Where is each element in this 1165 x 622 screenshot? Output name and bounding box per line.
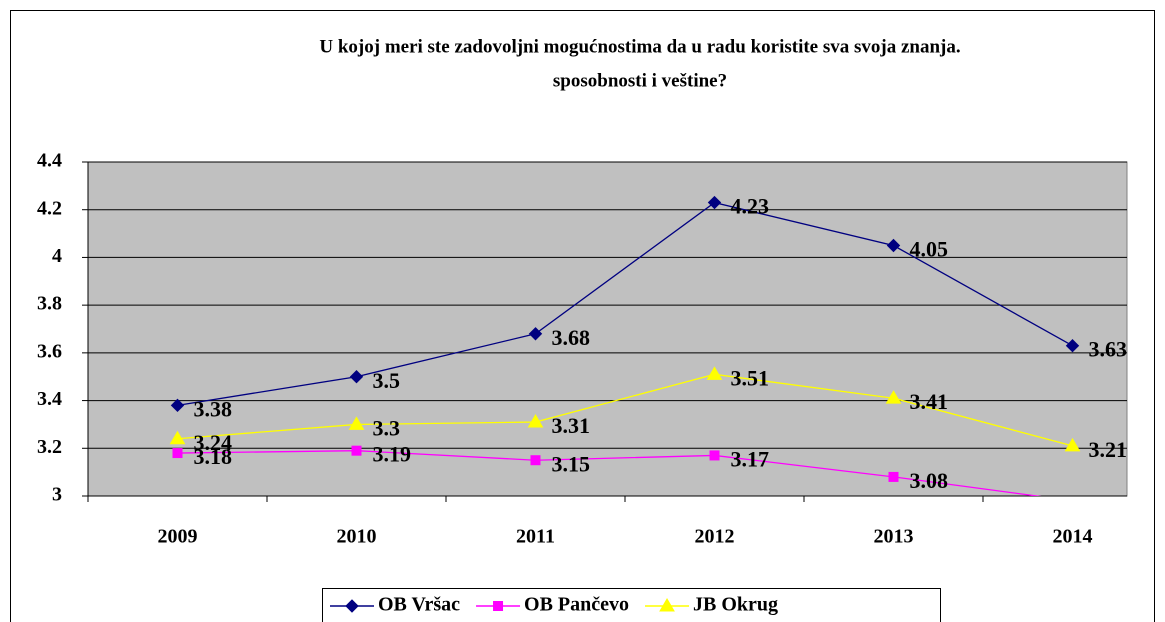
marker	[172, 448, 183, 459]
x-tick-label: 2014	[1053, 526, 1093, 548]
marker	[706, 366, 723, 380]
data-label: 3.21	[1089, 437, 1128, 462]
x-tick-label: 2011	[516, 526, 555, 548]
y-tick-label: 3.2	[37, 436, 62, 458]
series-line	[177, 201, 1073, 406]
x-tick-label: 2009	[158, 526, 198, 548]
marker	[886, 238, 901, 253]
x-tick-label: 2013	[874, 526, 914, 548]
chart-title: sposobnosti i veštine?	[553, 70, 727, 91]
series-line	[177, 373, 1073, 447]
marker	[1065, 338, 1080, 353]
y-tick-label: 3.8	[37, 293, 62, 315]
marker	[349, 370, 364, 384]
data-label: 3.18	[194, 444, 233, 469]
x-tick-label: 2012	[695, 526, 735, 548]
plot-area	[87, 161, 1128, 497]
marker	[888, 471, 899, 482]
y-tick-label: 4.4	[37, 150, 62, 172]
marker	[659, 598, 675, 612]
legend-label: OB Pančevo	[524, 594, 629, 616]
marker	[527, 414, 544, 428]
marker	[345, 599, 359, 613]
x-tick-label: 2010	[337, 526, 377, 548]
y-tick-label: 4	[52, 245, 62, 267]
marker	[530, 455, 541, 466]
legend-label: OB Vršac	[378, 594, 460, 616]
y-tick-label: 3.6	[37, 340, 62, 362]
data-label: 3.41	[910, 389, 949, 414]
series-line	[177, 450, 1042, 496]
data-label: 3.68	[552, 325, 591, 350]
legend-box	[322, 588, 941, 622]
data-label: 3.38	[194, 396, 233, 421]
marker	[351, 445, 362, 456]
marker	[348, 416, 365, 430]
data-label: 3.3	[373, 415, 401, 440]
marker	[1064, 437, 1081, 452]
data-label: 3.63	[1089, 337, 1128, 362]
data-label: 3.17	[731, 446, 770, 471]
y-tick-label: 3	[52, 484, 62, 506]
series-layer	[177, 201, 1073, 496]
y-tick-label: 4.2	[37, 197, 62, 219]
legend-label: JB Okrug	[693, 594, 778, 616]
data-label: 4.05	[910, 237, 949, 262]
marker	[709, 450, 720, 461]
data-label: 3.5	[373, 368, 401, 393]
data-label: 3.31	[552, 413, 591, 438]
marker	[885, 390, 902, 404]
marker	[707, 195, 722, 210]
data-label: 3.19	[373, 442, 412, 467]
chart-title: U kojoj meri ste zadovoljni mogućnostima…	[319, 36, 960, 57]
data-label: 3.15	[552, 451, 591, 476]
data-label: 3.51	[731, 365, 770, 390]
marker	[169, 430, 186, 445]
y-tick-label: 3.4	[37, 388, 62, 410]
marker	[528, 327, 543, 341]
data-label: 4.23	[731, 194, 770, 219]
marker	[170, 398, 185, 413]
data-label: 3.08	[910, 468, 949, 493]
marker	[493, 601, 504, 611]
data-label: 3.24	[194, 430, 233, 455]
